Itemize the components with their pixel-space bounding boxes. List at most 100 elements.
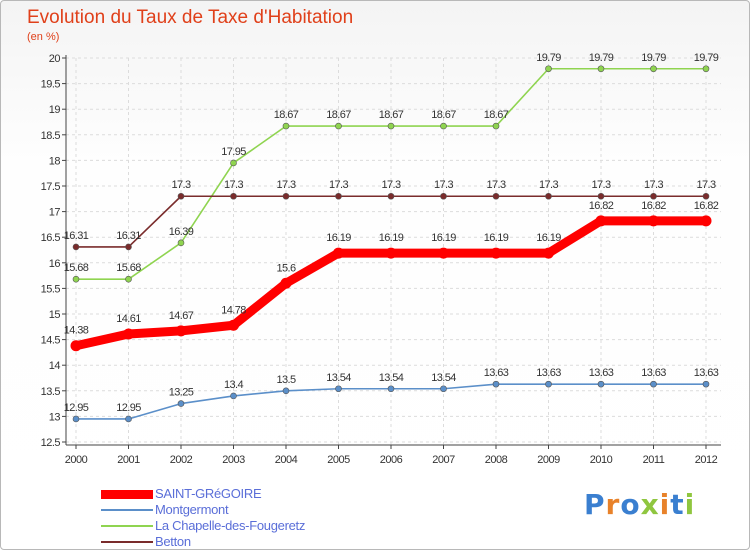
data-point <box>177 400 185 407</box>
data-point <box>702 65 710 73</box>
data-label: 13.54 <box>431 372 456 384</box>
data-label: 16.19 <box>484 232 509 244</box>
data-label: 13.5 <box>276 374 295 386</box>
data-point <box>125 275 132 283</box>
data-point <box>492 192 500 200</box>
data-label: 13.63 <box>536 367 561 379</box>
data-point <box>650 65 657 73</box>
data-label: 17.3 <box>171 179 190 191</box>
x-tick-label: 2008 <box>485 454 508 466</box>
data-label: 13.4 <box>224 379 243 391</box>
proxiti-logo: Proxiti <box>584 488 695 521</box>
x-tick-label: 2005 <box>327 454 350 466</box>
y-tick-label: 18.5 <box>41 130 61 142</box>
logo-letter: P <box>584 488 606 521</box>
data-point <box>440 122 447 130</box>
legend-swatch <box>101 489 153 499</box>
data-label: 19.79 <box>694 52 719 64</box>
data-label: 17.3 <box>329 179 348 191</box>
data-label: 17.3 <box>696 179 715 191</box>
data-point <box>648 215 659 227</box>
legend-swatch <box>101 509 153 511</box>
data-label: 13.54 <box>379 372 404 384</box>
data-point <box>702 380 710 388</box>
y-tick-label: 17 <box>49 207 61 219</box>
data-label: 12.95 <box>116 402 141 414</box>
data-point <box>175 325 187 337</box>
y-tick-label: 12.5 <box>41 437 61 449</box>
data-label: 18.67 <box>431 109 456 121</box>
data-label: 16.19 <box>536 232 561 244</box>
data-point <box>597 65 605 73</box>
data-point <box>230 159 237 167</box>
data-label: 17.3 <box>644 179 663 191</box>
data-label: 13.25 <box>169 387 194 399</box>
data-label: 17.3 <box>539 179 558 191</box>
logo-letter: t <box>670 488 685 521</box>
data-point <box>125 415 132 423</box>
data-point <box>335 122 342 130</box>
y-tick-label: 19 <box>49 104 61 116</box>
data-label: 18.67 <box>326 109 351 121</box>
data-point <box>72 275 80 283</box>
legend-label: La Chapelle-des-Fougeretz <box>155 518 306 533</box>
y-tick-label: 13 <box>49 411 61 423</box>
legend-swatch <box>101 525 153 527</box>
data-label: 16.39 <box>169 226 194 238</box>
data-label: 16.82 <box>589 200 614 212</box>
data-point <box>543 247 554 259</box>
data-label: 14.38 <box>64 325 89 337</box>
data-point <box>335 385 342 393</box>
data-label: 16.19 <box>326 232 351 244</box>
data-point <box>490 247 502 259</box>
series-lines <box>70 65 712 423</box>
logo-letter: o <box>620 488 641 521</box>
data-point <box>230 192 237 200</box>
data-point <box>333 247 344 259</box>
data-point <box>492 122 500 130</box>
data-point <box>230 392 237 400</box>
data-label: 17.95 <box>221 146 246 158</box>
data-point <box>597 192 605 200</box>
data-point <box>597 380 605 388</box>
data-label: 18.67 <box>484 109 509 121</box>
chart-subtitle: (en %) <box>27 31 60 43</box>
data-point <box>650 192 657 200</box>
x-tick-label: 2007 <box>432 454 455 466</box>
y-tick-label: 20 <box>49 53 61 65</box>
x-tick-label: 2011 <box>643 454 665 466</box>
data-point <box>177 239 185 247</box>
data-point <box>72 243 80 251</box>
data-label: 16.82 <box>641 200 666 212</box>
data-label: 13.63 <box>694 367 719 379</box>
data-label: 18.67 <box>274 109 299 121</box>
x-tick-label: 2002 <box>170 454 193 466</box>
data-label: 17.3 <box>486 179 505 191</box>
legend-label: Montgermont <box>155 502 229 517</box>
x-tick-label: 2004 <box>275 454 298 466</box>
data-label: 15.68 <box>64 262 89 274</box>
data-label: 17.3 <box>381 179 400 191</box>
data-label: 19.79 <box>589 52 614 64</box>
y-tick-label: 14 <box>49 360 61 372</box>
data-point <box>545 65 552 73</box>
data-point <box>545 380 552 388</box>
data-point <box>545 192 552 200</box>
y-tick-label: 15.5 <box>41 283 61 295</box>
data-point <box>387 385 395 393</box>
data-point <box>282 122 290 130</box>
logo-letter: i <box>659 488 671 521</box>
data-label: 18.67 <box>379 109 404 121</box>
x-tick-label: 2009 <box>537 454 560 466</box>
data-point <box>282 192 290 200</box>
data-label: 19.79 <box>641 52 666 64</box>
x-tick-label: 2000 <box>65 454 88 466</box>
data-point <box>177 192 185 200</box>
logo-letter: x <box>640 488 660 521</box>
data-point <box>72 415 80 423</box>
data-label: 14.67 <box>169 310 194 322</box>
data-point <box>492 380 500 388</box>
axes: 12.5 13 13.5 14 14.5 15 15.5 16 16.5 17 17.5 18 18.5… <box>41 53 721 466</box>
data-label: 13.63 <box>484 367 509 379</box>
